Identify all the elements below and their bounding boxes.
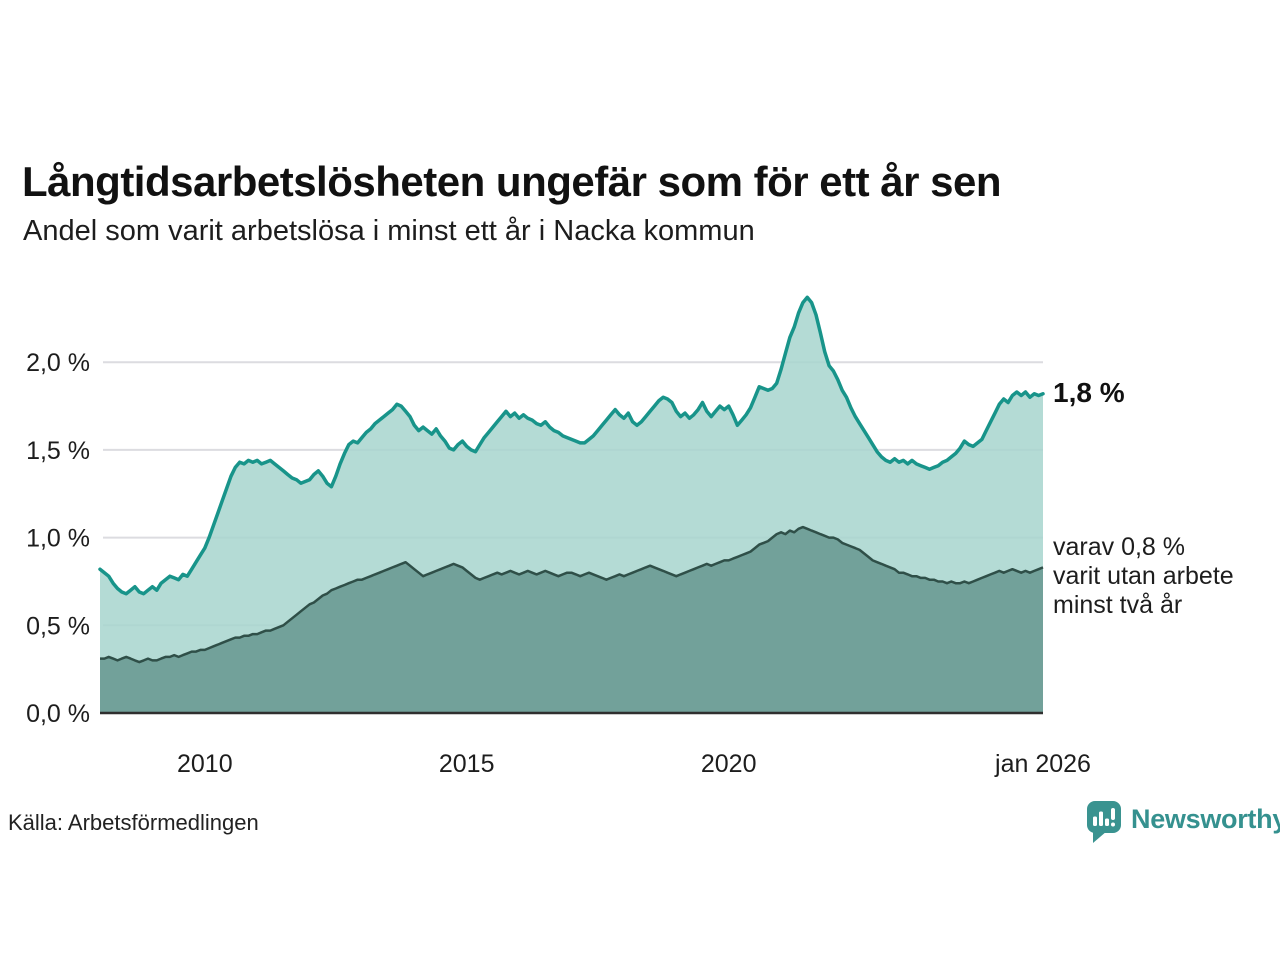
chart-subtitle: Andel som varit arbetslösa i minst ett å… — [23, 215, 755, 247]
newsworthy-chart-bubble-icon — [1087, 801, 1121, 843]
y-tick-label: 1,5 % — [26, 437, 90, 465]
source-note: Källa: Arbetsförmedlingen — [8, 810, 259, 835]
x-tick-label: 2015 — [439, 750, 495, 778]
area-fills — [100, 297, 1043, 713]
series2-end-note: varav 0,8 % varit utan arbete minst två … — [1053, 533, 1234, 620]
x-tick-label: 2010 — [177, 750, 233, 778]
y-tick-label: 1,0 % — [26, 525, 90, 553]
series2-end-note-line: minst två år — [1053, 591, 1183, 619]
newsworthy-logo: Newsworthy — [1086, 800, 1280, 846]
series-lines — [98, 295, 1045, 664]
chart-title: Långtidsarbetslösheten ungefär som för e… — [22, 158, 1002, 206]
axis-labels: 0,0 % 0,5 % 1,0 % 1,5 % 2,0 % 2010 2015 2020 jan… — [26, 349, 1091, 778]
x-tick-label: 2020 — [701, 750, 757, 778]
y-tick-label: 2,0 % — [26, 349, 90, 377]
series1-end-value-label: 1,8 % — [1053, 377, 1125, 408]
x-tick-label: jan 2026 — [994, 750, 1091, 778]
area-fill-series-2 — [100, 527, 1043, 713]
line-series-1 — [98, 295, 1045, 596]
newsworthy-wordmark: Newsworthy — [1131, 804, 1280, 834]
series2-end-note-line: varav 0,8 % — [1053, 533, 1186, 561]
y-tick-label: 0,5 % — [26, 612, 90, 640]
y-tick-label: 0,0 % — [26, 700, 90, 728]
series2-end-note-line: varit utan arbete — [1053, 562, 1234, 590]
line-series-2 — [100, 525, 1044, 664]
